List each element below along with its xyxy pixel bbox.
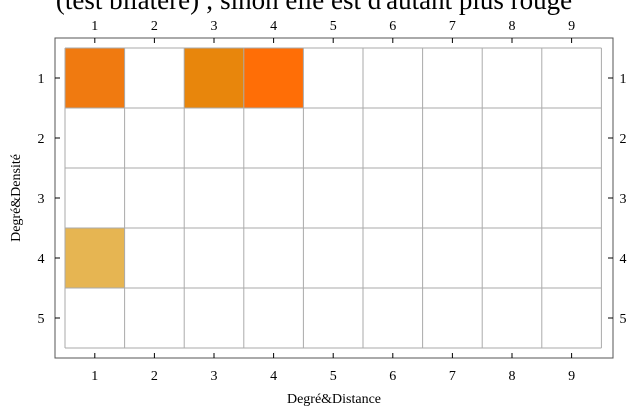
x-tick-label-bottom: 6 bbox=[389, 369, 396, 384]
y-tick-label-left: 2 bbox=[38, 132, 45, 147]
x-tick-label-top: 7 bbox=[449, 19, 456, 34]
x-tick-label-bottom: 4 bbox=[270, 369, 277, 384]
y-tick-label-right: 1 bbox=[620, 72, 627, 87]
heatmap-cell-x1-y1 bbox=[65, 48, 125, 108]
x-tick-label-bottom: 3 bbox=[211, 369, 218, 384]
x-tick-label-top: 2 bbox=[151, 19, 158, 34]
x-tick-label-top: 1 bbox=[91, 19, 98, 34]
heatmap-cells bbox=[65, 48, 304, 288]
x-tick-label-bottom: 1 bbox=[91, 369, 98, 384]
grid-lines bbox=[64, 47, 602, 349]
x-tick-label-top: 5 bbox=[330, 19, 337, 34]
chart-caption: (test bilatère) ; sinon elle est d'autan… bbox=[55, 0, 573, 15]
heatmap-cell-x3-y1 bbox=[184, 48, 244, 108]
x-tick-label-top: 8 bbox=[509, 19, 516, 34]
x-tick-label-top: 6 bbox=[389, 19, 396, 34]
plot-frame bbox=[54, 37, 614, 359]
y-tick-label-left: 3 bbox=[38, 192, 45, 207]
y-tick-label-right: 5 bbox=[620, 312, 627, 327]
y-tick-label-right: 4 bbox=[620, 252, 627, 267]
y-tick-label-left: 1 bbox=[38, 72, 45, 87]
x-tick-label-bottom: 8 bbox=[509, 369, 516, 384]
x-tick-label-top: 4 bbox=[270, 19, 277, 34]
x-tick-label-bottom: 9 bbox=[568, 369, 575, 384]
y-tick-label-left: 5 bbox=[38, 312, 45, 327]
y-tick-label-right: 3 bbox=[620, 192, 627, 207]
heatmap-cell-x1-y4 bbox=[65, 228, 125, 288]
x-axis-label: Degré&Distance bbox=[287, 392, 381, 407]
x-tick-label-bottom: 7 bbox=[449, 369, 456, 384]
y-tick-label-right: 2 bbox=[620, 132, 627, 147]
x-tick-label-bottom: 5 bbox=[330, 369, 337, 384]
y-axis-label: Degré&Densité bbox=[9, 154, 24, 242]
heatmap-cell-x4-y1 bbox=[243, 48, 304, 108]
x-tick-label-bottom: 2 bbox=[151, 369, 158, 384]
y-tick-label-left: 4 bbox=[38, 252, 45, 267]
axis-ticks: 1 1 2 2 3 3 4 4 5 5 6 6 7 7 8 8 9 9 1 1 2 2 3 3 4 4 5 5 bbox=[38, 19, 627, 384]
x-tick-label-top: 9 bbox=[568, 19, 575, 34]
x-tick-label-top: 3 bbox=[211, 19, 218, 34]
